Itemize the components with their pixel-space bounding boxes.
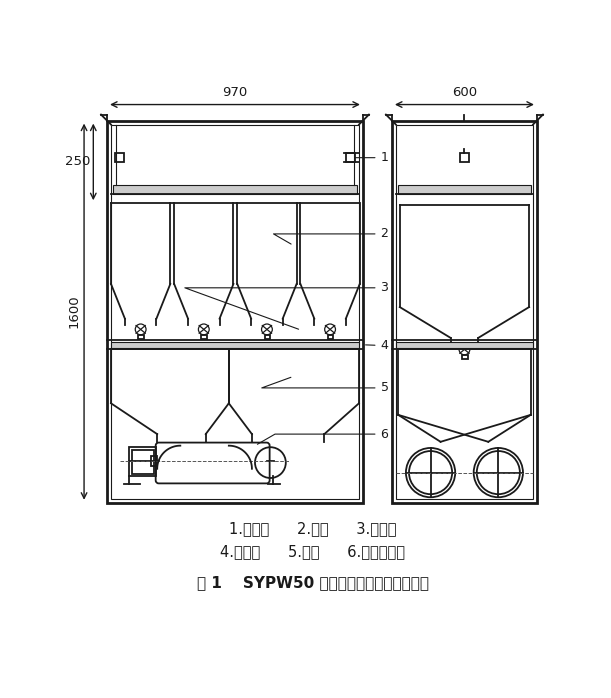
Bar [396,342,533,348]
Bar [202,335,207,339]
Bar [111,342,359,348]
Bar [460,153,469,163]
Text: 5: 5 [262,378,389,394]
Text: 250: 250 [65,155,90,168]
Text: 1: 1 [355,151,389,164]
Bar [346,153,355,163]
Text: 3: 3 [185,281,389,329]
Bar [130,447,156,477]
Bar [265,335,270,339]
Bar [111,124,359,499]
Text: 2: 2 [274,228,389,244]
Bar [138,335,144,339]
Text: 1600: 1600 [68,295,81,329]
Bar [107,121,363,503]
Text: 970: 970 [222,86,247,99]
Text: 600: 600 [452,86,477,99]
Text: 6: 6 [257,428,389,444]
Text: 4.缓冲斗      5.秤架      6.齿轮泵电机: 4.缓冲斗 5.秤架 6.齿轮泵电机 [220,544,405,559]
Bar [392,121,537,503]
Bar [462,355,467,359]
Text: 1.传感器      2.秤体      3.电磁阀: 1.传感器 2.秤体 3.电磁阀 [229,521,397,536]
Text: 图 1    SYPW50 微机控制液体配料秤结构图: 图 1 SYPW50 微机控制液体配料秤结构图 [197,575,429,591]
Bar [398,185,531,194]
Bar [132,450,154,474]
Bar [327,335,333,339]
Bar [115,153,124,163]
Bar [151,456,157,466]
Bar [113,185,357,194]
Bar [396,124,533,499]
Text: 4: 4 [365,339,389,352]
